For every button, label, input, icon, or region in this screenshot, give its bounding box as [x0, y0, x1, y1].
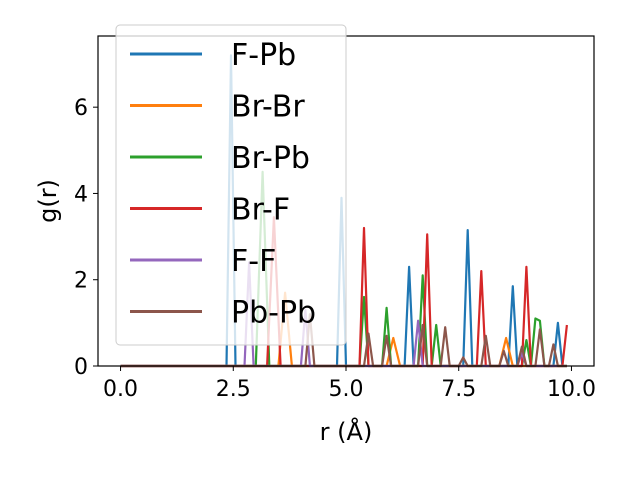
legend-label-br-br: Br-Br	[231, 90, 305, 125]
x-tick-label: 0.0	[103, 377, 138, 402]
y-axis-label: g(r)	[34, 179, 62, 223]
x-axis-label: r (Å)	[320, 417, 373, 446]
series-line-pb-pb	[120, 313, 567, 368]
x-tick-label: 7.5	[441, 377, 476, 402]
legend-label-f-f: F-F	[231, 244, 276, 279]
y-tick-label: 0	[74, 355, 88, 380]
legend-label-pb-pb: Pb-Pb	[231, 296, 316, 331]
legend-label-br-f: Br-F	[231, 193, 290, 228]
x-tick-label: 5.0	[329, 377, 364, 402]
legend-label-br-pb: Br-Pb	[231, 141, 310, 176]
y-tick-label: 2	[74, 269, 88, 294]
x-tick-label: 10.0	[547, 377, 596, 402]
x-tick-label: 2.5	[216, 377, 251, 402]
legend: F-Pb Br-Br Br-Pb Br-F F-F Pb-Pb	[115, 24, 347, 346]
axes: 0.0 2.5 5.0 7.5 10.0 0 2 4 6	[74, 96, 596, 402]
legend-label-f-pb: F-Pb	[231, 38, 296, 73]
y-tick-label: 6	[74, 96, 88, 121]
y-tick-label: 4	[74, 182, 88, 207]
